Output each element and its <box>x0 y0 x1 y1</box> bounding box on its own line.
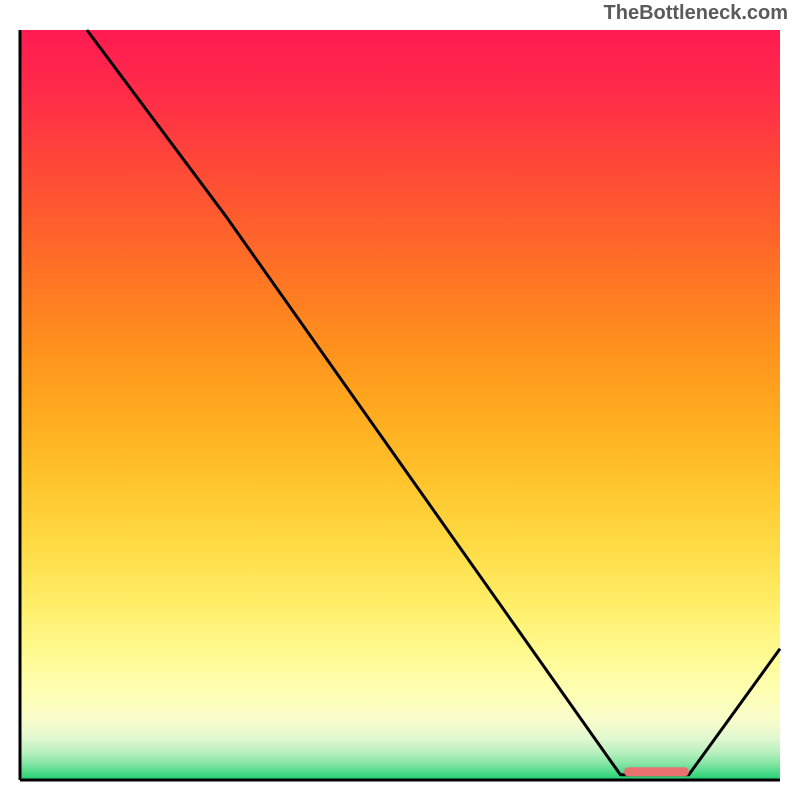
optimal-marker <box>624 767 689 776</box>
plot-gradient-background <box>20 30 780 780</box>
bottleneck-chart <box>0 0 800 800</box>
